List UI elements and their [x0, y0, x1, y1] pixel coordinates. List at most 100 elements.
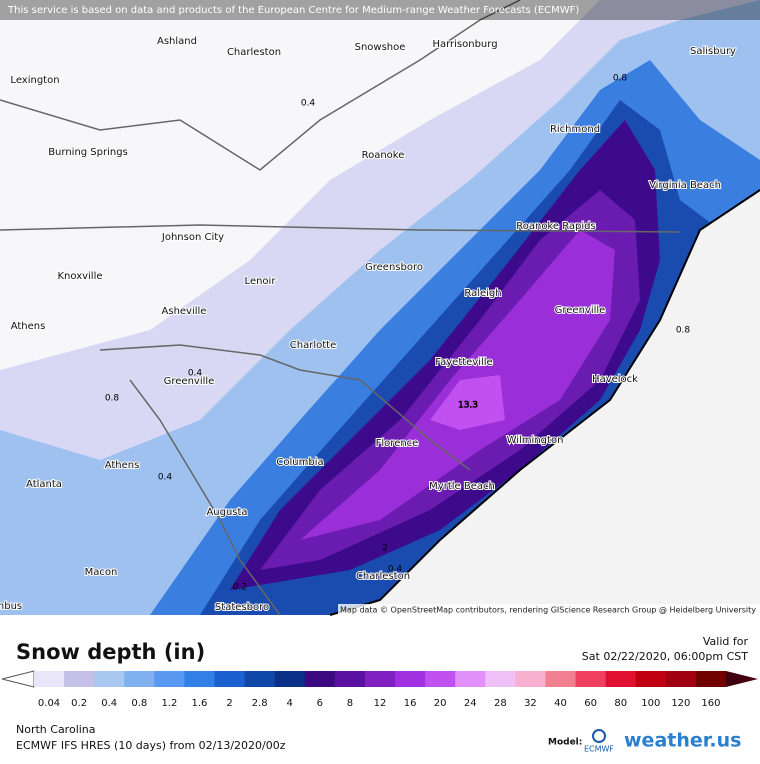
- city: Greenville: [555, 305, 606, 316]
- colorbar-box: [425, 671, 456, 687]
- colorbar-box: [214, 671, 246, 687]
- model-run: ECMWF IFS HRES (10 days) from 02/13/2020…: [16, 739, 286, 752]
- city: Burning Springs: [48, 147, 128, 158]
- city: Roanoke: [362, 150, 405, 161]
- colorbar-label: 1.2: [161, 698, 177, 709]
- contour-label: 0.8: [613, 74, 628, 84]
- border: [129, 379, 281, 616]
- map: This service is based on data and produc…: [0, 0, 760, 616]
- colorbar-box: [665, 671, 697, 687]
- colorbar-label: 0.2: [71, 698, 87, 709]
- colorbar-label: 2: [226, 698, 232, 709]
- colorbar-label: 120: [671, 698, 690, 709]
- colorbar-box: [274, 671, 306, 687]
- brand: weather.us: [624, 730, 741, 752]
- max-label: 13.3: [458, 401, 478, 411]
- ecmwf-logo: [592, 729, 606, 743]
- colorbar-box: [34, 671, 65, 687]
- snow-area: [430, 375, 505, 430]
- city: Augusta: [206, 507, 247, 518]
- city: Athens: [105, 460, 140, 471]
- colorbar-label: 0.4: [101, 698, 117, 709]
- legend-title: Snow depth (in): [16, 640, 205, 664]
- colorbar-box: [94, 671, 125, 687]
- city: Salisbury: [690, 46, 736, 57]
- colorbar-label: 24: [464, 698, 477, 709]
- contour-label: 0.4: [301, 99, 316, 109]
- colorbar-label: 100: [641, 698, 660, 709]
- colorbar-label: 12: [374, 698, 387, 709]
- colorbar-box: [364, 671, 396, 687]
- colorbar-label: 28: [494, 698, 507, 709]
- city: Snowshoe: [355, 42, 406, 53]
- colorbar-label: 1.6: [192, 698, 208, 709]
- model-label: Model:: [548, 738, 582, 748]
- contour-label: 0.2: [233, 583, 247, 593]
- attribution-bg: [338, 604, 760, 615]
- colorbar-box: [244, 671, 276, 687]
- colorbar-label: 80: [614, 698, 627, 709]
- city: Macon: [85, 567, 118, 578]
- city: Raleigh: [464, 288, 501, 299]
- banner: This service is based on data and produc…: [7, 5, 579, 16]
- model-name: ECMWF: [584, 745, 614, 754]
- colorbar-label: 32: [524, 698, 537, 709]
- state-borders: [0, 0, 681, 616]
- banner-bg: [0, 0, 760, 20]
- colorbar-box: [515, 671, 546, 687]
- contour-label: 2: [382, 544, 388, 554]
- legend: Snow depth (in) Valid for Sat 02/22/2020…: [1, 635, 758, 754]
- colorbar-box: [184, 671, 216, 687]
- colorbar-box: [124, 671, 155, 687]
- colorbar-label: 2.8: [252, 698, 268, 709]
- city: Johnson City: [161, 232, 224, 243]
- colorbar-label: 60: [584, 698, 597, 709]
- ocean: [330, 190, 760, 615]
- city: Virginia Beach: [649, 180, 721, 191]
- colorbar-box: [304, 671, 336, 687]
- colorbar-label: 4: [287, 698, 293, 709]
- city: Ashland: [157, 36, 197, 47]
- border: [0, 0, 521, 171]
- colorbar-box: [575, 671, 607, 687]
- colorbar-label: 20: [434, 698, 447, 709]
- colorbar-high: [726, 671, 758, 687]
- city: Charleston: [227, 47, 281, 58]
- city: Myrtle Beach: [429, 481, 495, 492]
- attribution: Map data © OpenStreetMap contributors, r…: [340, 606, 756, 615]
- city: Columbia: [276, 457, 323, 468]
- colorbar-box: [485, 671, 516, 687]
- city: Statesboro: [215, 602, 269, 613]
- city: Roanoke Rapids: [516, 221, 596, 232]
- contour-labels: 0.4 0.8 0.4 0.8 0.4 13.3 0.8 2 0.2 0.4: [105, 74, 691, 593]
- city: Atlanta: [26, 479, 62, 490]
- colorbar: 0.04 0.2 0.4 0.8 1.2 1.6 2 2.8 4 6 8 12 16 20 24 28 32 40…: [34, 671, 758, 709]
- colorbar-label: 160: [701, 698, 720, 709]
- colorbar-box: [605, 671, 637, 687]
- colorbar-box: [154, 671, 185, 687]
- colorbar-box: [635, 671, 667, 687]
- colorbar-box: [395, 671, 426, 687]
- coastline: [329, 189, 760, 616]
- colorbar-label: 6: [317, 698, 323, 709]
- colorbar-box: [545, 671, 577, 687]
- colorbar-label: 8: [347, 698, 353, 709]
- colorbar-label: 0.04: [38, 698, 60, 709]
- contour-label: 0.4: [188, 369, 203, 379]
- valid-label: Valid for: [703, 635, 749, 648]
- city: Greensboro: [365, 262, 423, 273]
- city: Fayetteville: [435, 357, 492, 368]
- city: Charlotte: [290, 340, 336, 351]
- city: Asheville: [162, 306, 207, 317]
- colorbar-box: [455, 671, 486, 687]
- city: nbus: [0, 601, 22, 612]
- city: Richmond: [550, 124, 600, 135]
- colorbar-box: [334, 671, 366, 687]
- contour-label: 0.8: [105, 394, 120, 404]
- border: [0, 224, 681, 233]
- colorbar-label: 40: [554, 698, 567, 709]
- city: Harrisonburg: [432, 39, 497, 50]
- contour-label: 0.4: [388, 565, 403, 575]
- colorbar-label: 0.8: [131, 698, 147, 709]
